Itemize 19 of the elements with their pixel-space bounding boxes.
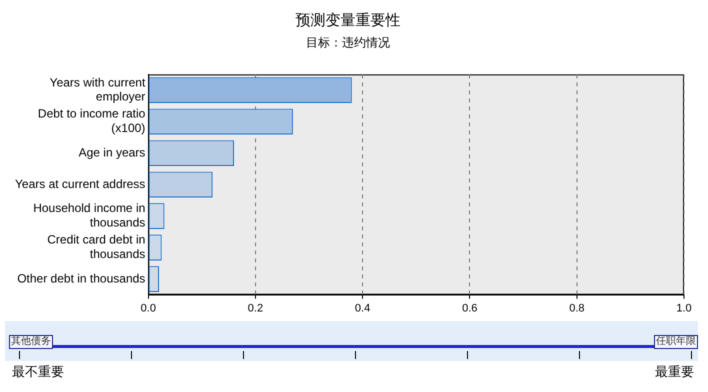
x-tick-label: 1.0 (676, 302, 692, 314)
chart-title: 预测变量重要性 (296, 12, 400, 30)
y-tick-label: Age in years (78, 145, 146, 160)
text: 其他债务 (9, 335, 53, 349)
x-tick-label: 0.0 (140, 302, 156, 314)
text: 最不重要 (12, 364, 64, 381)
x-tick-label: 0.8 (569, 302, 585, 314)
text: 最重要 (655, 364, 694, 381)
y-tick-label: Debt to income ratio (x100) (38, 106, 146, 136)
y-tick-label: Years at current address (15, 176, 146, 191)
x-tick-label: 0.6 (462, 302, 478, 314)
chart-subtitle: 目标：违约情况 (306, 36, 390, 50)
x-tick-label: 0.4 (354, 302, 370, 314)
y-tick-label: Household income in thousands (33, 201, 146, 230)
text: 任职年限 (654, 335, 698, 349)
y-tick-label: Other debt in thousands (17, 271, 146, 286)
x-tick-label: 0.2 (248, 302, 264, 314)
y-tick-label: Years with current employer (50, 75, 146, 104)
y-tick-label: Credit card debt in thousands (47, 232, 146, 262)
